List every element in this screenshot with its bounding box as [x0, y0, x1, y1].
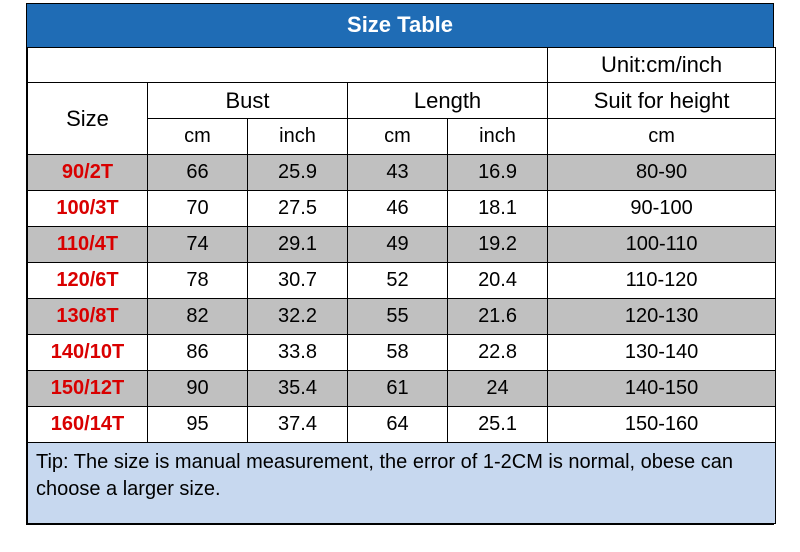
- len-inch: 21.6: [448, 299, 548, 335]
- len-cm: 43: [348, 155, 448, 191]
- col-bust: Bust: [148, 83, 348, 119]
- len-inch: 16.9: [448, 155, 548, 191]
- footer-row: Tip: The size is manual measurement, the…: [28, 443, 776, 524]
- suit: 80-90: [548, 155, 776, 191]
- table-row: 140/10T8633.85822.8130-140: [28, 335, 776, 371]
- len-inch: 18.1: [448, 191, 548, 227]
- suit: 120-130: [548, 299, 776, 335]
- len-inch: 22.8: [448, 335, 548, 371]
- len-cm: 58: [348, 335, 448, 371]
- bust-inch: 27.5: [248, 191, 348, 227]
- size-label: 160/14T: [28, 407, 148, 443]
- table-row: 100/3T7027.54618.190-100: [28, 191, 776, 227]
- bust-inch: 33.8: [248, 335, 348, 371]
- suit: 110-120: [548, 263, 776, 299]
- len-inch: 24: [448, 371, 548, 407]
- col-size: Size: [28, 83, 148, 155]
- footer-tip: Tip: The size is manual measurement, the…: [28, 443, 776, 524]
- col-bust-cm: cm: [148, 119, 248, 155]
- size-label: 130/8T: [28, 299, 148, 335]
- col-length-inch: inch: [448, 119, 548, 155]
- len-inch: 20.4: [448, 263, 548, 299]
- unit-row: Unit:cm/inch: [28, 48, 776, 83]
- size-label: 100/3T: [28, 191, 148, 227]
- bust-cm: 86: [148, 335, 248, 371]
- bust-cm: 70: [148, 191, 248, 227]
- unit-label: Unit:cm/inch: [548, 48, 776, 83]
- len-inch: 25.1: [448, 407, 548, 443]
- len-cm: 64: [348, 407, 448, 443]
- bust-cm: 74: [148, 227, 248, 263]
- bust-cm: 95: [148, 407, 248, 443]
- bust-cm: 90: [148, 371, 248, 407]
- bust-cm: 66: [148, 155, 248, 191]
- suit: 90-100: [548, 191, 776, 227]
- size-table-container: Size Table Unit:cm/inch Size Bust Length…: [26, 3, 774, 525]
- col-suit-cm: cm: [548, 119, 776, 155]
- header-row-1: Size Bust Length Suit for height: [28, 83, 776, 119]
- table-row: 90/2T6625.94316.980-90: [28, 155, 776, 191]
- suit: 100-110: [548, 227, 776, 263]
- bust-inch: 25.9: [248, 155, 348, 191]
- col-suit: Suit for height: [548, 83, 776, 119]
- len-cm: 49: [348, 227, 448, 263]
- suit: 150-160: [548, 407, 776, 443]
- suit: 140-150: [548, 371, 776, 407]
- col-length: Length: [348, 83, 548, 119]
- table-title: Size Table: [27, 4, 773, 47]
- len-cm: 46: [348, 191, 448, 227]
- col-length-cm: cm: [348, 119, 448, 155]
- unit-spacer: [28, 48, 548, 83]
- col-bust-inch: inch: [248, 119, 348, 155]
- bust-cm: 82: [148, 299, 248, 335]
- size-label: 120/6T: [28, 263, 148, 299]
- table-row: 120/6T7830.75220.4110-120: [28, 263, 776, 299]
- len-cm: 52: [348, 263, 448, 299]
- table-row: 150/12T9035.46124140-150: [28, 371, 776, 407]
- bust-inch: 29.1: [248, 227, 348, 263]
- table-row: 160/14T9537.46425.1150-160: [28, 407, 776, 443]
- bust-inch: 30.7: [248, 263, 348, 299]
- table-row: 130/8T8232.25521.6120-130: [28, 299, 776, 335]
- table-row: 110/4T7429.14919.2100-110: [28, 227, 776, 263]
- len-cm: 55: [348, 299, 448, 335]
- size-label: 110/4T: [28, 227, 148, 263]
- bust-inch: 32.2: [248, 299, 348, 335]
- size-label: 140/10T: [28, 335, 148, 371]
- len-inch: 19.2: [448, 227, 548, 263]
- bust-inch: 35.4: [248, 371, 348, 407]
- size-label: 90/2T: [28, 155, 148, 191]
- size-label: 150/12T: [28, 371, 148, 407]
- bust-cm: 78: [148, 263, 248, 299]
- size-table: Unit:cm/inch Size Bust Length Suit for h…: [27, 47, 776, 524]
- bust-inch: 37.4: [248, 407, 348, 443]
- len-cm: 61: [348, 371, 448, 407]
- suit: 130-140: [548, 335, 776, 371]
